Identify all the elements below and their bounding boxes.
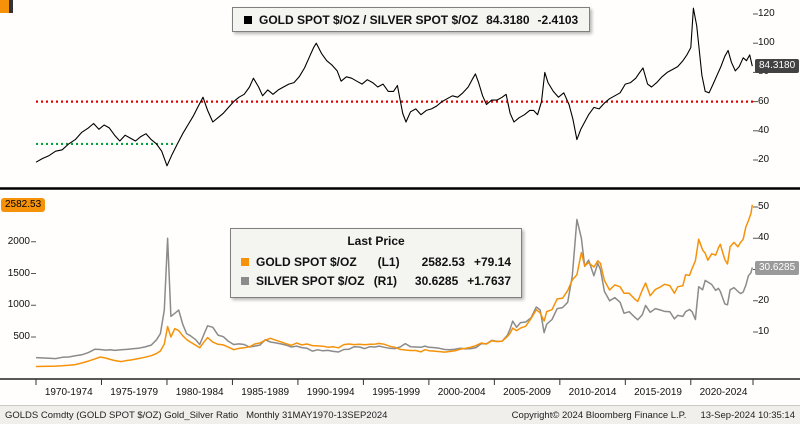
silver-line <box>35 218 754 360</box>
gold-line <box>35 204 754 368</box>
x-axis-label: 1990-1994 <box>306 387 355 398</box>
gold-last-badge: 2582.53 <box>1 198 46 212</box>
x-axis-label: 2005-2009 <box>503 387 551 398</box>
timestamp: 13-Sep-2024 10:35:14 <box>700 409 795 421</box>
ratio-legend-marker <box>244 15 252 24</box>
ratio-axis-label: 100 <box>758 37 775 49</box>
gold-legend-axis-tag: (L1) <box>377 254 400 269</box>
gold-legend-label: GOLD SPOT $/OZ <box>256 254 357 269</box>
ratio-axis-label: 60 <box>758 95 770 107</box>
ratio-axis-label: 20 <box>758 154 770 165</box>
price-legend-title: Last Price <box>347 234 405 248</box>
corner-orange-block <box>0 0 9 13</box>
terminal-corner-marker <box>0 0 13 13</box>
ratio-legend-change: -2.4103 <box>537 12 579 27</box>
x-axis-label: 1970-1974 <box>44 387 93 398</box>
ratio-legend-value: 84.3180 <box>486 12 530 27</box>
silver-legend-axis-tag: (R1) <box>373 273 398 288</box>
ratio-last-badge: 84.3180 <box>755 59 800 73</box>
silver-legend-value: 30.6285 <box>414 273 459 288</box>
price-legend[interactable]: Last Price GOLD SPOT $/OZ (L1) 2582.53 +… <box>230 228 522 298</box>
x-axis-label: 1975-1979 <box>110 387 159 398</box>
gold-axis-label: 1500 <box>7 267 30 279</box>
ratio-legend-label: GOLD SPOT $/OZ / SILVER SPOT $/OZ <box>259 12 479 27</box>
security-description: GOLDS Comdty (GOLD SPOT $/OZ) Gold_Silve… <box>5 409 388 421</box>
x-axis-label: 2020-2024 <box>699 387 748 398</box>
silver-axis-label: 10 <box>758 326 770 337</box>
ratio-legend[interactable]: GOLD SPOT $/OZ / SILVER SPOT $/OZ 84.318… <box>232 7 591 32</box>
gold-legend-value: 2582.53 <box>421 254 465 269</box>
silver-legend-change: +1.7637 <box>467 273 511 288</box>
gold-legend-change: +79.14 <box>473 254 512 269</box>
copyright-text: Copyright© 2024 Bloomberg Finance L.P. <box>511 409 687 421</box>
gold-axis-label: 500 <box>13 331 30 342</box>
x-axis-label: 2015-2019 <box>634 387 682 398</box>
silver-legend-label: SILVER SPOT $/OZ <box>256 273 365 288</box>
silver-legend-row: SILVER SPOT $/OZ (R1) 30.6285 +1.7637 <box>241 271 511 290</box>
ratio-axis-label: 40 <box>758 124 770 136</box>
silver-legend-marker <box>241 276 249 285</box>
status-bar: GOLDS Comdty (GOLD SPOT $/OZ) Gold_Silve… <box>0 405 800 424</box>
x-axis-label: 1980-1984 <box>175 387 224 398</box>
x-axis-label: 2000-2004 <box>437 387 486 398</box>
gold-legend-row: GOLD SPOT $/OZ (L1) 2582.53 +79.14 <box>241 252 511 271</box>
x-axis-label: 1985-1989 <box>241 387 290 398</box>
x-axis-label: 2010-2014 <box>568 387 617 398</box>
corner-dark-block <box>9 0 13 13</box>
gold-axis-label: 2000 <box>7 235 30 247</box>
gold-axis-label: 1000 <box>7 299 30 311</box>
silver-axis-label: 20 <box>758 294 770 306</box>
x-axis-label: 1995-1999 <box>372 387 421 398</box>
ratio-line <box>35 7 753 167</box>
gold-legend-marker <box>241 257 249 266</box>
silver-last-badge: 30.6285 <box>755 261 800 275</box>
silver-axis-label: 40 <box>758 232 770 244</box>
silver-axis-label: 50 <box>758 201 770 212</box>
ratio-axis-label: 120 <box>758 8 775 19</box>
